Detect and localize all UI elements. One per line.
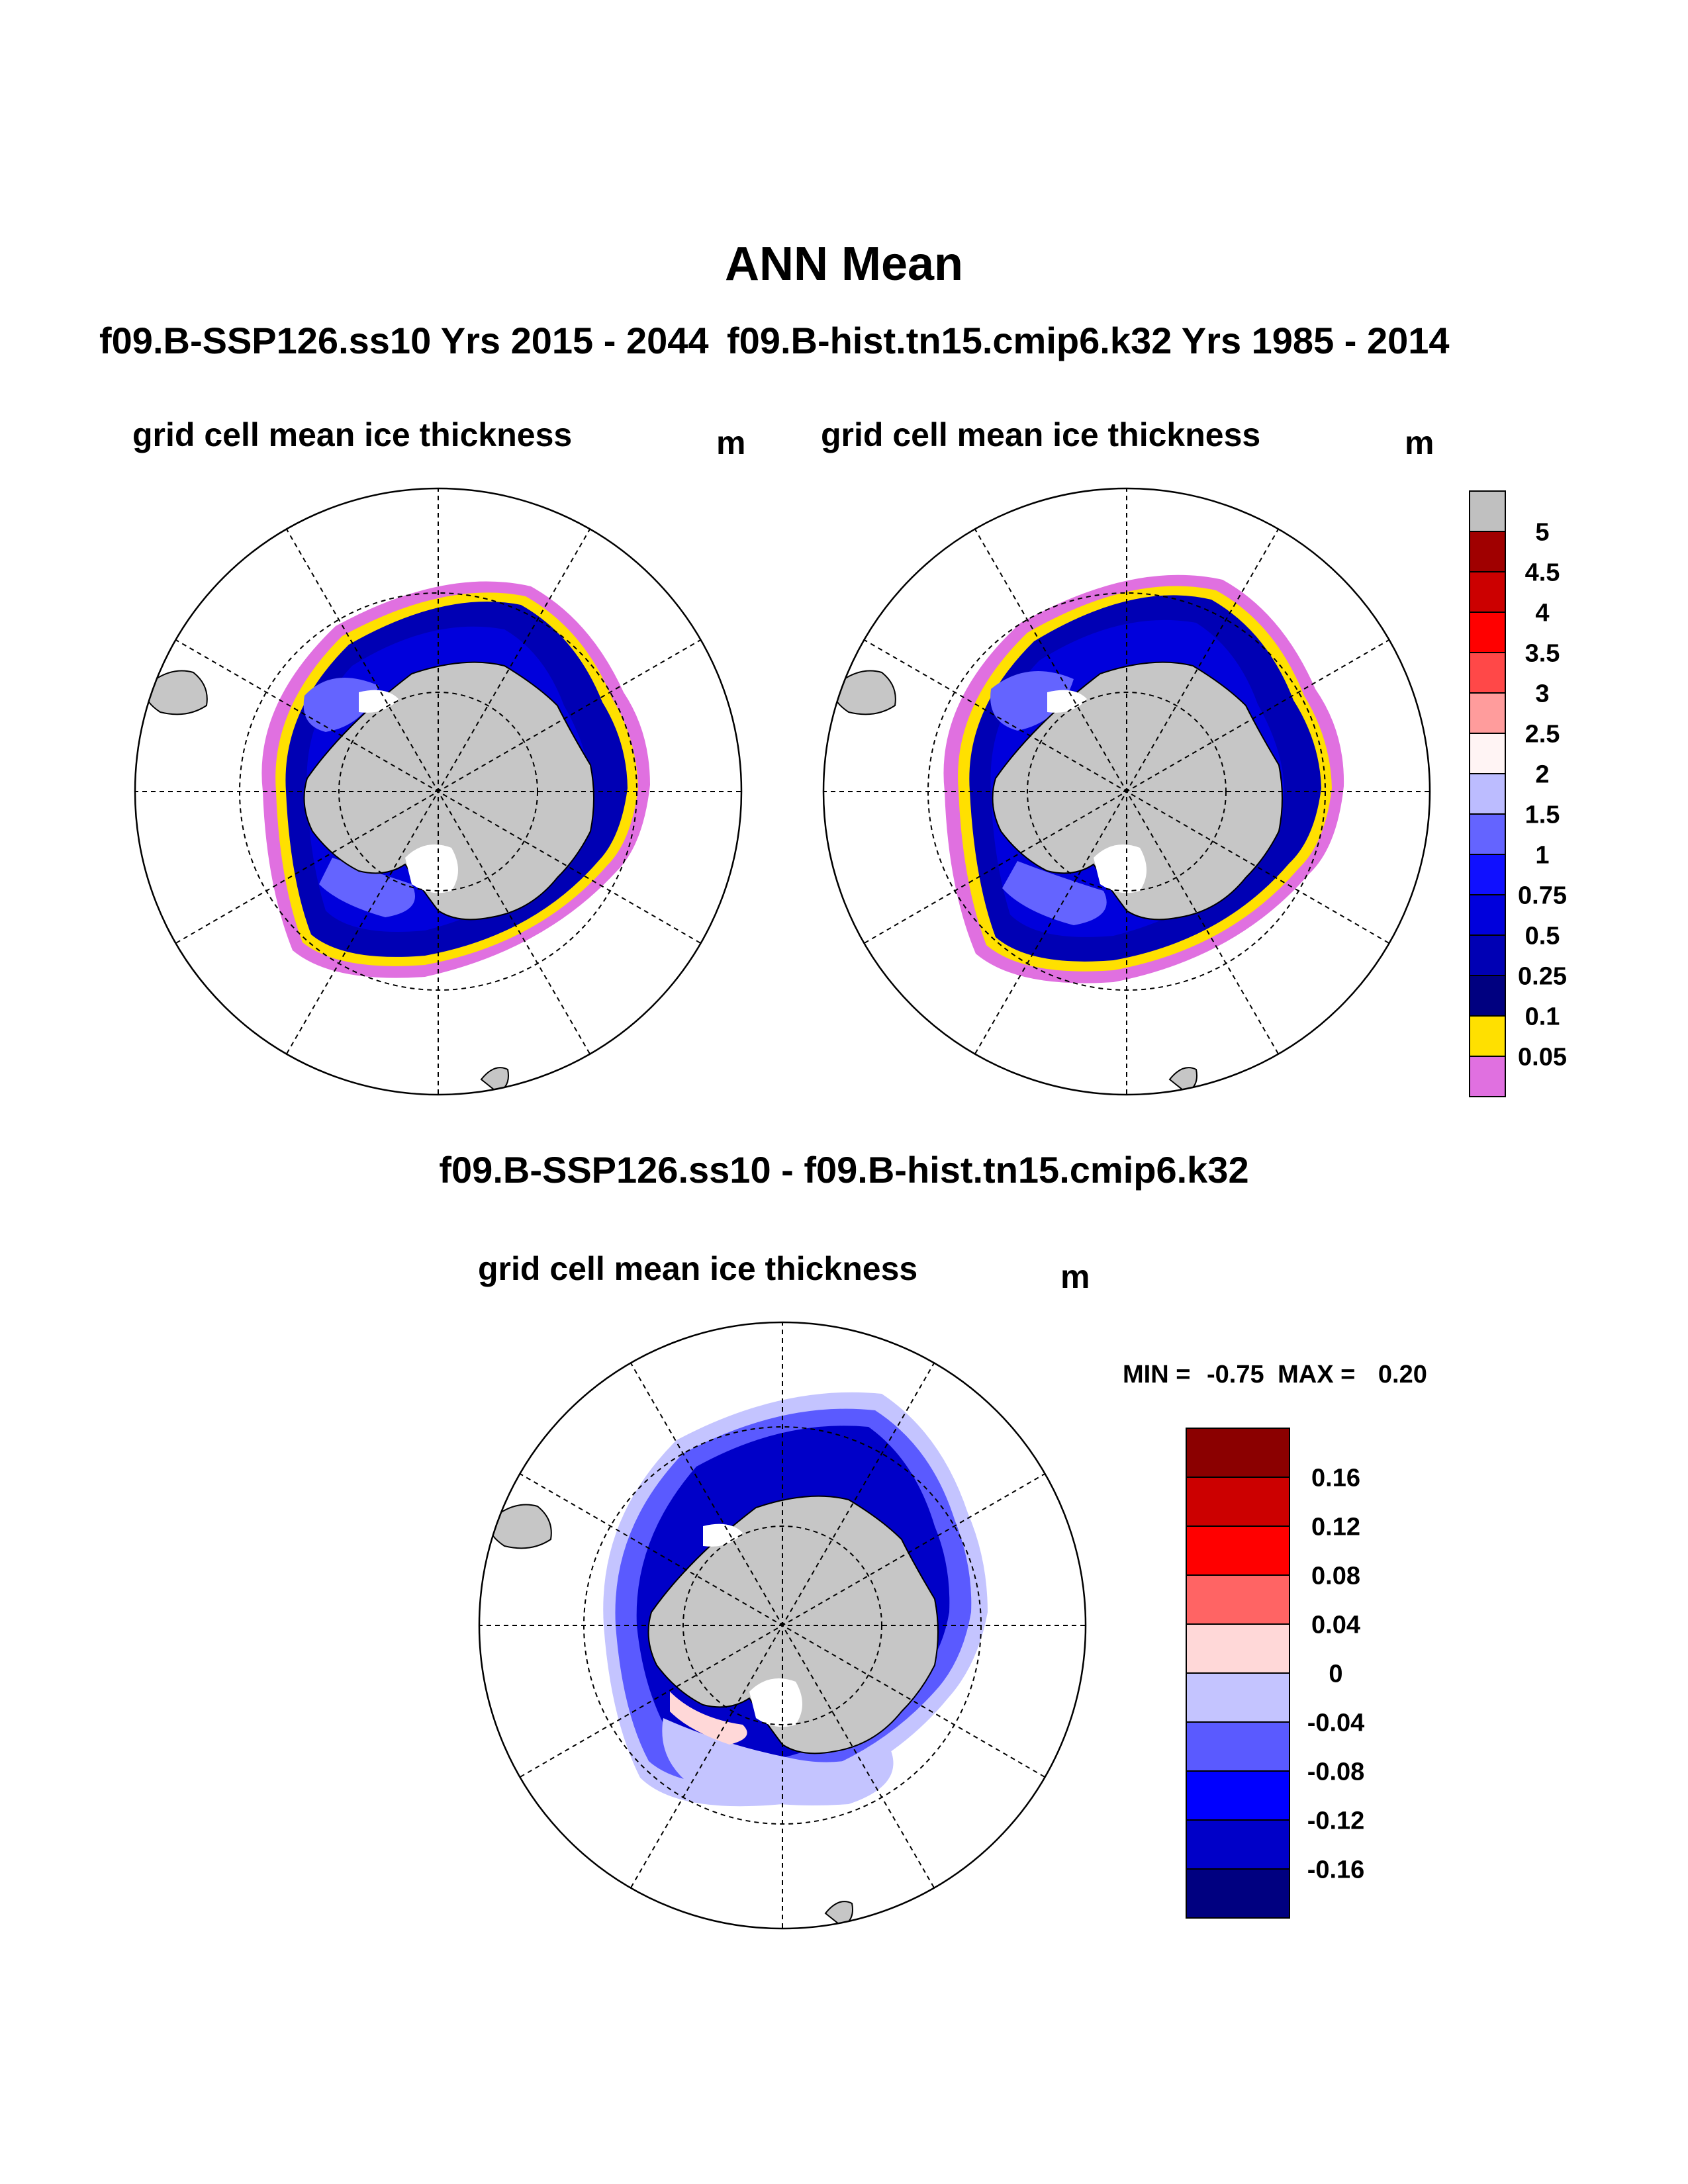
difference-colorbar-tick-label-0: 0.16 bbox=[1311, 1464, 1360, 1492]
thickness-colorbar-swatch-5 bbox=[1469, 692, 1506, 734]
thickness-colorbar-swatch-8 bbox=[1469, 813, 1506, 855]
difference-colorbar-swatch-8 bbox=[1186, 1819, 1290, 1870]
thickness-colorbar-swatch-14 bbox=[1469, 1056, 1506, 1097]
difference-colorbar-swatch-9 bbox=[1186, 1868, 1290, 1919]
difference-colorbar-swatch-6 bbox=[1186, 1721, 1290, 1772]
thickness-colorbar-tick-label-7: 1.5 bbox=[1525, 801, 1560, 829]
diff-positive-sector bbox=[670, 1692, 747, 1745]
thickness-colorbar-swatch-2 bbox=[1469, 571, 1506, 613]
thickness-colorbar-tick-label-3: 3.5 bbox=[1525, 639, 1560, 667]
difference-colorbar-tick-label-5: -0.04 bbox=[1307, 1709, 1365, 1737]
thickness-colorbar: 5 4.5 4 3.5 3 2.5 2 1.5 1 0.75 0.5 0.25 0.1 0.05 bbox=[1469, 490, 1567, 1097]
weddell-ice-shelf bbox=[359, 690, 399, 713]
difference-colorbar: 0.16 0.12 0.08 0.04 0 -0.04 -0.08 -0.12 -0.16 bbox=[1186, 1428, 1365, 1919]
graticule bbox=[135, 488, 741, 1095]
min-label: MIN = bbox=[1123, 1361, 1191, 1388]
ice-thickness-light bbox=[990, 671, 1107, 925]
weddell-ice-shelf bbox=[703, 1524, 743, 1547]
thickness-colorbar-tick-label-10: 0.5 bbox=[1525, 922, 1560, 950]
min-max-readout: MIN = -0.75 MAX = 0.20 bbox=[1123, 1361, 1427, 1389]
thickness-colorbar-swatch-0 bbox=[1469, 490, 1506, 532]
thickness-colorbar-swatch-10 bbox=[1469, 894, 1506, 936]
panel2-unit-label: m bbox=[1405, 424, 1434, 461]
ross-ice-shelf bbox=[1094, 844, 1147, 893]
difference-colorbar-tick-label-6: -0.08 bbox=[1307, 1758, 1365, 1786]
max-label: MAX = bbox=[1278, 1361, 1356, 1388]
panel2-variable-label: grid cell mean ice thickness bbox=[821, 416, 1261, 453]
ross-ice-shelf bbox=[749, 1678, 802, 1727]
thickness-colorbar-tick-label-8: 1 bbox=[1535, 841, 1549, 869]
difference-colorbar-tick-label-7: -0.12 bbox=[1307, 1807, 1365, 1835]
difference-colorbar-swatch-1 bbox=[1186, 1477, 1290, 1527]
south-america-land bbox=[489, 1504, 552, 1549]
thickness-colorbar-swatch-7 bbox=[1469, 773, 1506, 815]
min-value: -0.75 bbox=[1206, 1361, 1264, 1388]
thickness-colorbar-swatch-1 bbox=[1469, 531, 1506, 572]
thickness-colorbar-tick-label-12: 0.1 bbox=[1525, 1003, 1560, 1030]
thickness-colorbar-swatch-6 bbox=[1469, 733, 1506, 774]
map-boundary bbox=[134, 487, 743, 1096]
panel1-run-title: f09.B-SSP126.ss10 Yrs 2015 - 2044 bbox=[99, 320, 709, 361]
south-america-land bbox=[144, 670, 208, 715]
panel1-map bbox=[134, 487, 743, 1096]
ross-ice-shelf bbox=[405, 844, 458, 893]
graticule bbox=[823, 488, 1430, 1095]
thickness-colorbar-tick-label-0: 5 bbox=[1535, 518, 1549, 546]
max-value: 0.20 bbox=[1378, 1361, 1427, 1388]
difference-colorbar-swatch-7 bbox=[1186, 1770, 1290, 1821]
difference-variable-label: grid cell mean ice thickness bbox=[478, 1250, 918, 1287]
thickness-colorbar-swatch-12 bbox=[1469, 975, 1506, 1017]
difference-colorbar-tick-label-8: -0.16 bbox=[1307, 1856, 1365, 1884]
thickness-colorbar-swatch-3 bbox=[1469, 612, 1506, 653]
figure-title: ANN Mean bbox=[724, 238, 964, 291]
thickness-colorbar-tick-label-9: 0.75 bbox=[1518, 882, 1567, 909]
thickness-colorbar-tick-label-5: 2.5 bbox=[1525, 720, 1560, 748]
weddell-ice-shelf bbox=[1047, 690, 1087, 713]
difference-colorbar-swatch-2 bbox=[1186, 1525, 1290, 1576]
thickness-colorbar-tick-label-6: 2 bbox=[1535, 760, 1549, 788]
graticule bbox=[479, 1322, 1086, 1929]
map-boundary bbox=[478, 1321, 1087, 1930]
difference-colorbar-tick-label-1: 0.12 bbox=[1311, 1513, 1360, 1541]
difference-colorbar-swatch-5 bbox=[1186, 1672, 1290, 1723]
antarctica-land bbox=[303, 661, 594, 921]
difference-colorbar-swatch-3 bbox=[1186, 1574, 1290, 1625]
thickness-colorbar-swatch-4 bbox=[1469, 652, 1506, 694]
thickness-colorbar-tick-label-11: 0.25 bbox=[1518, 962, 1567, 990]
thickness-colorbar-tick-label-4: 3 bbox=[1535, 680, 1549, 707]
difference-colorbar-tick-label-3: 0.04 bbox=[1311, 1611, 1360, 1639]
panel2-run-title: f09.B-hist.tn15.cmip6.k32 Yrs 1985 - 201… bbox=[727, 320, 1450, 361]
thickness-colorbar-tick-label-13: 0.05 bbox=[1518, 1043, 1567, 1071]
thickness-colorbar-tick-label-2: 4 bbox=[1535, 599, 1549, 627]
difference-colorbar-tick-label-2: 0.08 bbox=[1311, 1562, 1360, 1590]
map-boundary bbox=[822, 487, 1431, 1096]
panel1-unit-label: m bbox=[716, 424, 746, 461]
difference-colorbar-swatch-4 bbox=[1186, 1623, 1290, 1674]
thickness-colorbar-tick-label-1: 4.5 bbox=[1525, 559, 1560, 586]
panel2-map bbox=[822, 487, 1431, 1096]
antarctica-land bbox=[992, 661, 1283, 921]
difference-colorbar-swatch-0 bbox=[1186, 1428, 1290, 1478]
difference-colorbar-tick-label-4: 0 bbox=[1329, 1660, 1342, 1688]
thickness-colorbar-swatch-9 bbox=[1469, 854, 1506, 895]
panel1-variable-label: grid cell mean ice thickness bbox=[132, 416, 573, 453]
difference-title: f09.B-SSP126.ss10 - f09.B-hist.tn15.cmip… bbox=[439, 1149, 1249, 1191]
difference-map bbox=[478, 1321, 1087, 1930]
antarctica-land bbox=[647, 1495, 939, 1754]
thickness-colorbar-swatch-13 bbox=[1469, 1015, 1506, 1057]
south-america-land bbox=[833, 670, 896, 715]
difference-unit-label: m bbox=[1060, 1258, 1090, 1295]
thickness-colorbar-swatch-11 bbox=[1469, 934, 1506, 976]
